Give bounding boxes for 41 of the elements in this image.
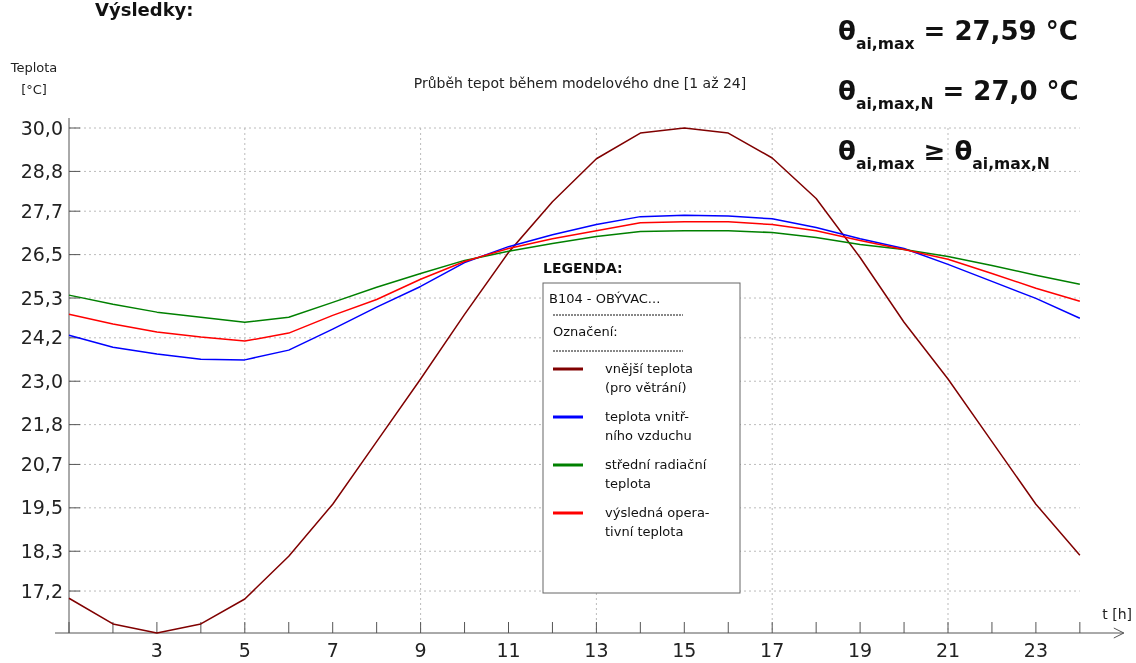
text: Výsledky: xyxy=(95,0,194,20)
y-tick-label: 27,7 xyxy=(20,199,63,222)
legend-label: vnější teplota (pro větrání) xyxy=(605,361,694,395)
text: θ$_{ai,max}$ = 27,59 °C xyxy=(838,16,1078,53)
legend-title: LEGENDA: xyxy=(543,260,623,276)
chart-title: Průběh tepot během modelového dne [1 až 24] xyxy=(413,75,747,91)
legend-label: výsledná opera- tivní teplota xyxy=(605,505,710,539)
x-tick-label: 21 xyxy=(935,639,961,661)
x-tick-label: 19 xyxy=(848,639,873,661)
x-tick-label: 7 xyxy=(326,639,339,661)
line-series xyxy=(68,214,1081,361)
x-axis-title: t [h] xyxy=(1102,606,1132,622)
y-tick-label: 20,7 xyxy=(20,453,63,476)
y-tick-label: 28,8 xyxy=(20,160,63,183)
x-tick-label: 9 xyxy=(414,639,427,661)
x-tick-label: 15 xyxy=(672,639,697,661)
line-series xyxy=(68,220,1081,342)
x-tick-label: 11 xyxy=(496,639,521,661)
y-tick-label: 21,8 xyxy=(20,413,63,436)
x-tick-label: 23 xyxy=(1023,639,1048,661)
legend-label: střední radiační teplota xyxy=(605,457,707,491)
annotation: θ$_{ai,max}$ ≥ θ$_{ai,max,N}$ xyxy=(838,136,1050,173)
y-tick-label: 24,2 xyxy=(20,326,63,349)
x-tick-label: 3 xyxy=(150,639,163,661)
x-tick-label: 17 xyxy=(760,639,785,661)
line-series xyxy=(68,229,1081,324)
y-tick-label: 18,3 xyxy=(20,539,63,562)
x-tick-label: 5 xyxy=(238,639,251,661)
line-series xyxy=(68,127,1081,634)
y-tick-label: 25,3 xyxy=(20,286,63,309)
y-tick-label: 30,0 xyxy=(20,116,63,139)
y-tick-label: 26,5 xyxy=(20,243,63,266)
y-tick-label: 17,2 xyxy=(20,579,63,602)
y-tick-label: 23,0 xyxy=(20,369,63,392)
y-axis-title: Teplota [°C] xyxy=(9,60,58,97)
annotation: B104 - OBÝVAC... xyxy=(549,291,661,306)
annotation: Označení: xyxy=(553,324,618,339)
y-tick-label: 19,5 xyxy=(20,496,63,519)
legend-label: teplota vnitř- ního vzduchu xyxy=(605,409,692,443)
x-tick-label: 13 xyxy=(584,639,609,661)
text: θ$_{ai,max,N}$ = 27,0 °C xyxy=(838,76,1079,113)
